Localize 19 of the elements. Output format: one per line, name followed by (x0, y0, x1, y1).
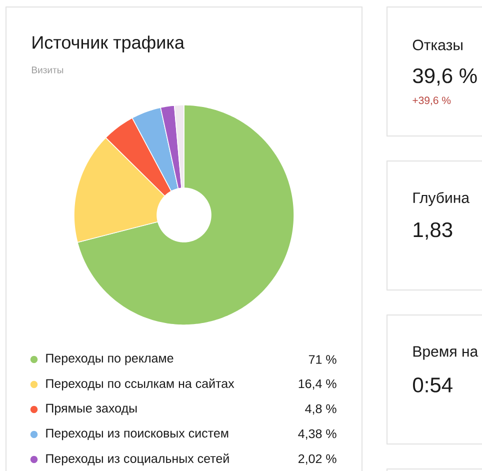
legend-label: Переходы по ссылкам на сайтах (46, 378, 234, 390)
text: Время на (413, 346, 478, 360)
data-label: 4,38 % (298, 429, 336, 440)
legend-label: Переходы из социальных сетей (46, 454, 229, 466)
text: Глубина (413, 192, 470, 206)
text: Отказы (412, 40, 462, 50)
data-label: 16,4 % (298, 379, 336, 390)
text: 0:54 (413, 378, 452, 392)
legend-label: Прямые заходы (46, 404, 137, 416)
chart-title: Источник трафика (32, 36, 184, 52)
data-label: 2,02 % (298, 454, 336, 465)
text: 1,83 (414, 222, 452, 240)
legend-label: Переходы из поисковых систем (46, 428, 228, 440)
data-label: 71 % (308, 355, 336, 364)
text: 39,6 % (413, 68, 477, 86)
data-label: 4,8 % (305, 404, 336, 415)
text: +39,6 % (412, 96, 451, 106)
legend-label: Переходы по рекламе (46, 354, 174, 366)
chart-subtitle: Визиты (32, 66, 64, 74)
